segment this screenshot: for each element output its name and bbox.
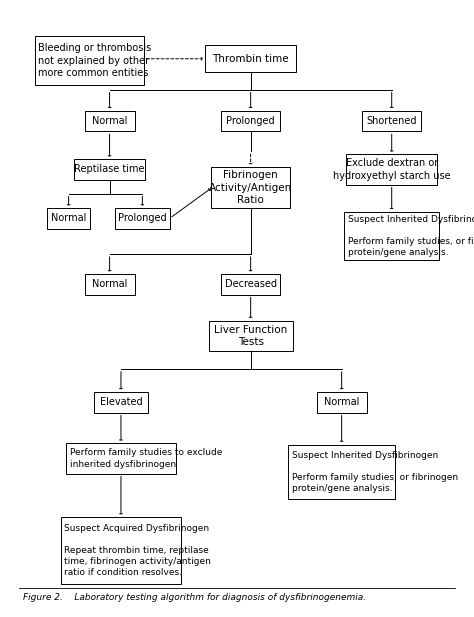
- Text: Decreased: Decreased: [225, 280, 277, 289]
- Text: Perform family studies to exclude
inherited dysfibrinogen: Perform family studies to exclude inheri…: [70, 449, 222, 468]
- Bar: [211, 167, 291, 208]
- Text: Suspect Inherited Dysfibrinogen

Perform family studies, or fibrinogen
protein/g: Suspect Inherited Dysfibrinogen Perform …: [347, 215, 474, 257]
- Text: Normal: Normal: [51, 213, 86, 223]
- Bar: [115, 208, 170, 229]
- Bar: [35, 36, 144, 85]
- Bar: [61, 517, 181, 584]
- Bar: [74, 159, 145, 180]
- Bar: [66, 444, 175, 474]
- Bar: [346, 154, 437, 184]
- Text: Normal: Normal: [92, 116, 128, 126]
- Text: Elevated: Elevated: [100, 397, 142, 407]
- Bar: [209, 321, 293, 351]
- Bar: [84, 111, 135, 131]
- Text: Bleeding or thrombosis
not explained by other
more common entities: Bleeding or thrombosis not explained by …: [38, 43, 151, 78]
- Text: Fibrinogen
Activity/Antigen
Ratio: Fibrinogen Activity/Antigen Ratio: [209, 170, 292, 205]
- Text: Prolonged: Prolonged: [118, 213, 167, 223]
- Bar: [362, 111, 421, 131]
- Text: Prolonged: Prolonged: [227, 116, 275, 126]
- Bar: [84, 274, 135, 294]
- Bar: [288, 444, 395, 499]
- Text: Shortened: Shortened: [366, 116, 417, 126]
- Text: Figure 2.    Laboratory testing algorithm for diagnosis of dysfibrinogenemia.: Figure 2. Laboratory testing algorithm f…: [23, 593, 366, 602]
- Text: Liver Function
Tests: Liver Function Tests: [214, 325, 287, 347]
- Text: Normal: Normal: [92, 280, 128, 289]
- Bar: [221, 111, 280, 131]
- Text: Reptilase time: Reptilase time: [74, 164, 145, 175]
- Text: Suspect Acquired Dysfibrinogen

Repeat thrombin time, reptilase
time, fibrinogen: Suspect Acquired Dysfibrinogen Repeat th…: [64, 524, 211, 577]
- Bar: [47, 208, 90, 229]
- Bar: [344, 212, 439, 260]
- Bar: [317, 392, 367, 413]
- Text: Thrombin time: Thrombin time: [212, 54, 289, 64]
- Bar: [94, 392, 148, 413]
- Text: Normal: Normal: [324, 397, 359, 407]
- Text: Exclude dextran or
hydroxyethyl starch use: Exclude dextran or hydroxyethyl starch u…: [333, 158, 450, 181]
- Bar: [221, 274, 280, 294]
- Text: Suspect Inherited Dysfibrinogen

Perform family studies, or fibrinogen
protein/g: Suspect Inherited Dysfibrinogen Perform …: [292, 450, 458, 493]
- Bar: [205, 46, 296, 72]
